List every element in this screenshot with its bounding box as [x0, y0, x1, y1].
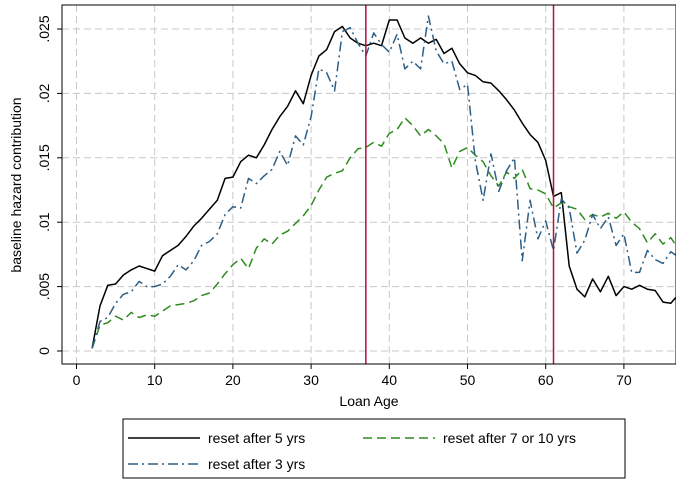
legend-label-0: reset after 5 yrs	[208, 430, 305, 446]
x-tick-label: 10	[147, 372, 163, 388]
y-axis: 0 .005 .01 .015 .02 .025	[36, 15, 62, 355]
series-line-0	[91, 19, 676, 349]
y-tick-label: .02	[36, 83, 52, 103]
y-tick-label: .015	[36, 144, 52, 171]
y-tick-label: .01	[36, 212, 52, 232]
plot-frame	[61, 4, 676, 365]
x-tick-label: 60	[538, 372, 554, 388]
y-axis-label: baseline hazard contribution	[8, 97, 24, 272]
legend: reset after 5 yrs reset after 7 or 10 yrs…	[122, 418, 626, 479]
grid	[62, 5, 676, 364]
legend-label-1: reset after 7 or 10 yrs	[443, 430, 576, 446]
series-line-1	[91, 117, 676, 349]
x-tick-label: 50	[460, 372, 476, 388]
x-tick-label: 0	[73, 372, 81, 388]
x-tick-label: 20	[225, 372, 241, 388]
series-line-2	[91, 15, 676, 349]
reference-lines	[365, 5, 555, 364]
x-tick-label: 40	[382, 372, 398, 388]
y-tick-label: .005	[36, 273, 52, 300]
legend-label-2: reset after 3 yrs	[208, 456, 305, 472]
y-tick-label: 0	[36, 347, 52, 355]
x-tick-label: 70	[616, 372, 632, 388]
x-axis-label: Loan Age	[339, 393, 398, 409]
y-tick-label: .025	[36, 15, 52, 42]
x-tick-label: 30	[303, 372, 319, 388]
legend-box	[122, 418, 626, 479]
x-axis: 0 10 20 30 40 50 60 70	[73, 364, 632, 388]
series-layer	[91, 15, 676, 349]
